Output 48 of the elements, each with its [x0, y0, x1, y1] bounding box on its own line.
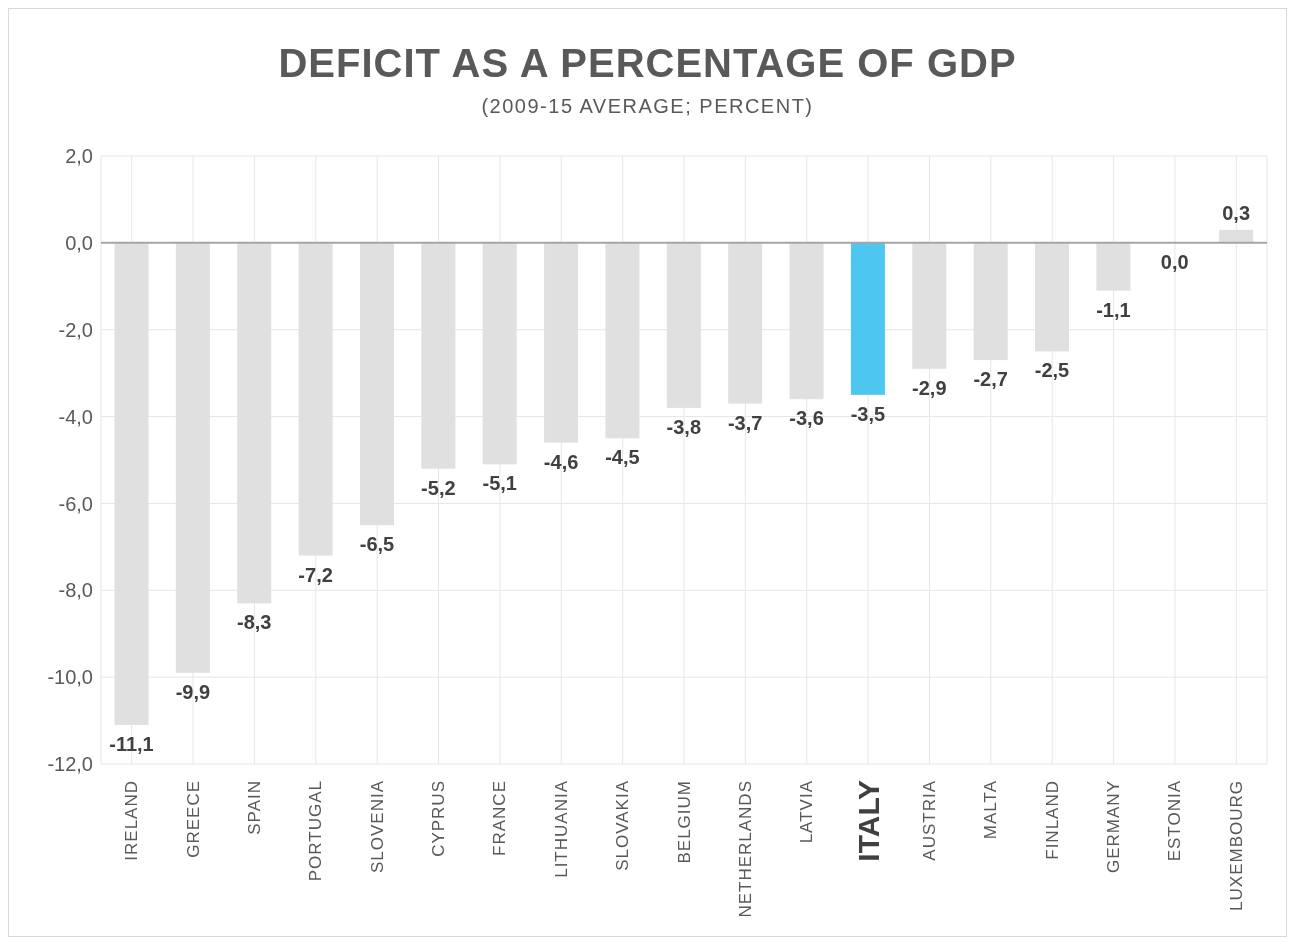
x-tick-label: LUXEMBOURG — [1226, 780, 1246, 911]
x-tick-label: SLOVENIA — [367, 780, 387, 874]
x-tick-label: AUSTRIA — [919, 780, 939, 861]
y-tick-label: -2,0 — [58, 318, 93, 341]
data-label: -3,5 — [850, 402, 886, 425]
y-tick-label: -10,0 — [47, 666, 93, 689]
x-tick-label: LATVIA — [797, 780, 817, 844]
x-tick-label: GERMANY — [1104, 780, 1124, 873]
x-tick-label: ITALY — [851, 780, 885, 862]
data-label: -3,6 — [789, 407, 824, 430]
data-label: -7,2 — [298, 563, 333, 586]
data-label: -11,1 — [109, 732, 154, 755]
data-label: 0,3 — [1222, 201, 1251, 224]
x-tick-label: BELGIUM — [674, 780, 694, 864]
x-tick-label: PORTUGAL — [306, 780, 326, 882]
data-label: -5,2 — [421, 476, 456, 499]
y-tick-label: 0,0 — [65, 231, 93, 254]
x-tick-label: GREECE — [183, 780, 203, 858]
x-tick-label: LITHUANIA — [551, 780, 571, 878]
data-label: -3,7 — [727, 411, 763, 434]
x-tick-label: MALTA — [981, 780, 1001, 840]
data-label: -9,9 — [175, 680, 211, 703]
x-tick-label: ESTONIA — [1165, 780, 1185, 862]
data-label: -8,3 — [237, 611, 272, 634]
data-label: 0,0 — [1160, 250, 1189, 273]
data-label: -4,6 — [543, 450, 579, 473]
x-tick-label: NETHERLANDS — [735, 780, 755, 918]
x-tick-label: FRANCE — [490, 780, 510, 856]
x-tick-label: IRELAND — [122, 780, 142, 861]
data-label: -6,5 — [359, 533, 395, 556]
y-tick-label: -4,0 — [58, 405, 93, 428]
x-tick-label: SPAIN — [244, 780, 264, 835]
y-tick-label: -8,0 — [58, 579, 93, 602]
y-tick-label: -6,0 — [58, 492, 93, 515]
data-label: -4,5 — [605, 446, 640, 469]
y-tick-label: -12,0 — [47, 753, 93, 776]
data-label: -1,1 — [1096, 298, 1131, 321]
data-label: -5,1 — [482, 472, 517, 495]
data-label: -2,9 — [912, 376, 947, 399]
x-tick-label: FINLAND — [1042, 780, 1062, 860]
data-label: -2,7 — [973, 368, 1008, 391]
chart-subtitle: (2009-15 AVERAGE; PERCENT) — [480, 95, 815, 118]
data-label: -2,5 — [1034, 359, 1070, 382]
x-tick-label: CYPRUS — [429, 780, 449, 857]
chart-title: DEFICIT AS A PERCENTAGE OF GDP — [277, 41, 1018, 86]
y-tick-label: 2,0 — [65, 145, 93, 168]
x-tick-label: SLOVAKIA — [613, 780, 633, 871]
data-label: -3,8 — [666, 415, 702, 438]
